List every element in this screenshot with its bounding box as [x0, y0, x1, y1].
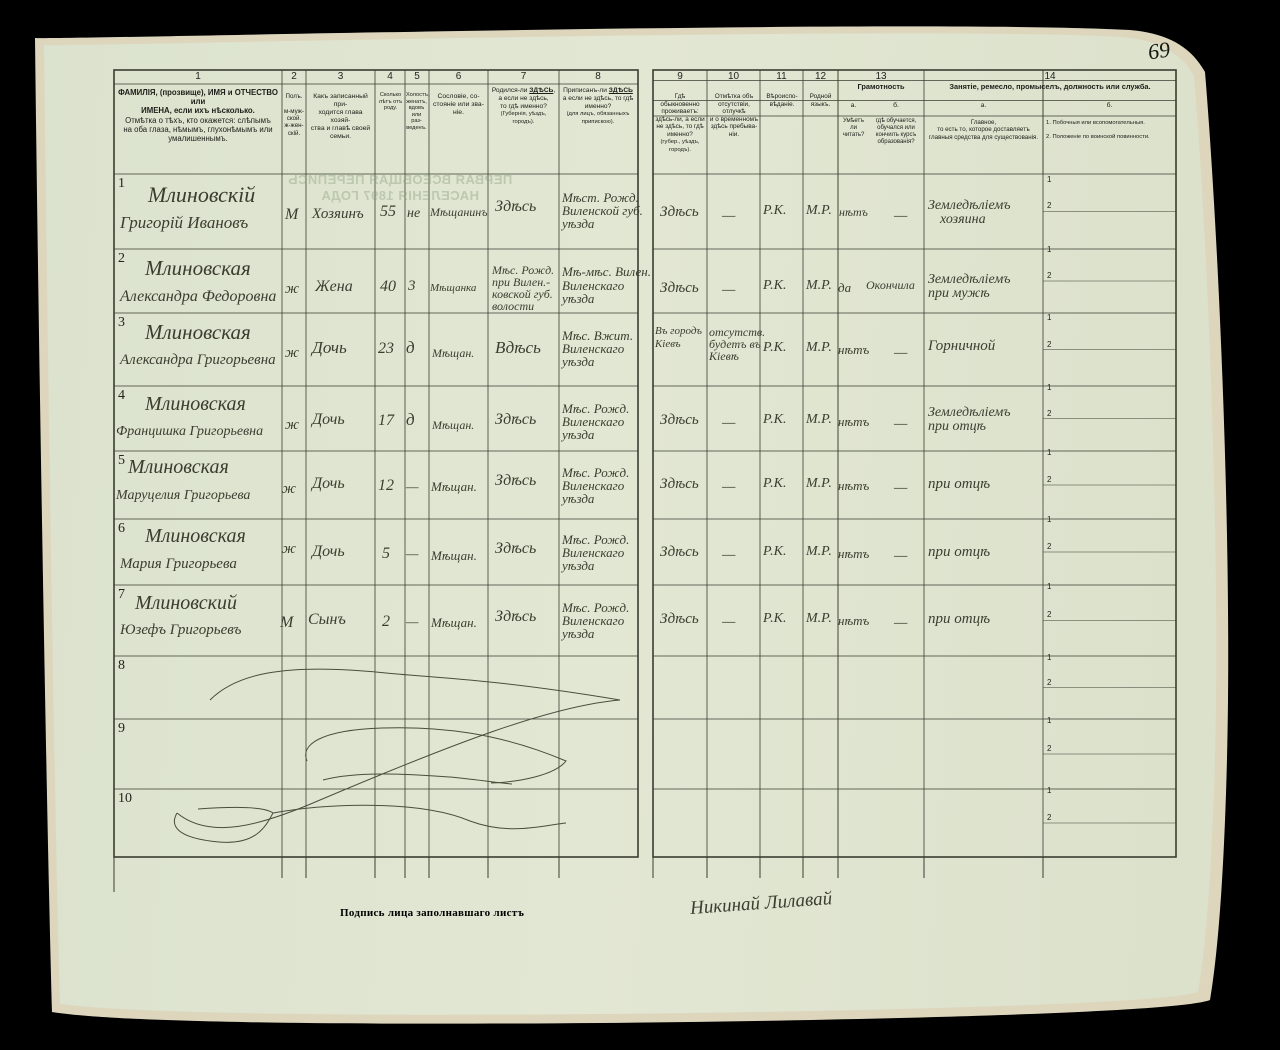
svg-text:1: 1 [1047, 582, 1052, 591]
svg-text:1: 1 [1047, 245, 1052, 254]
svg-text:1: 1 [1047, 175, 1052, 184]
svg-text:2: 2 [1047, 678, 1052, 687]
svg-text:1: 1 [1047, 383, 1052, 392]
svg-text:1: 1 [1047, 448, 1052, 457]
svg-text:1: 1 [1047, 653, 1052, 662]
svg-text:1: 1 [1047, 313, 1052, 322]
svg-text:2: 2 [1047, 813, 1052, 822]
svg-text:2: 2 [1047, 744, 1052, 753]
svg-text:1: 1 [1047, 515, 1052, 524]
svg-text:2: 2 [1047, 610, 1052, 619]
svg-text:2: 2 [1047, 409, 1052, 418]
svg-text:2: 2 [1047, 201, 1052, 210]
svg-text:2: 2 [1047, 340, 1052, 349]
svg-text:2: 2 [1047, 271, 1052, 280]
svg-text:1: 1 [1047, 786, 1052, 795]
svg-text:2: 2 [1047, 542, 1052, 551]
svg-text:2: 2 [1047, 475, 1052, 484]
svg-text:1: 1 [1047, 716, 1052, 725]
